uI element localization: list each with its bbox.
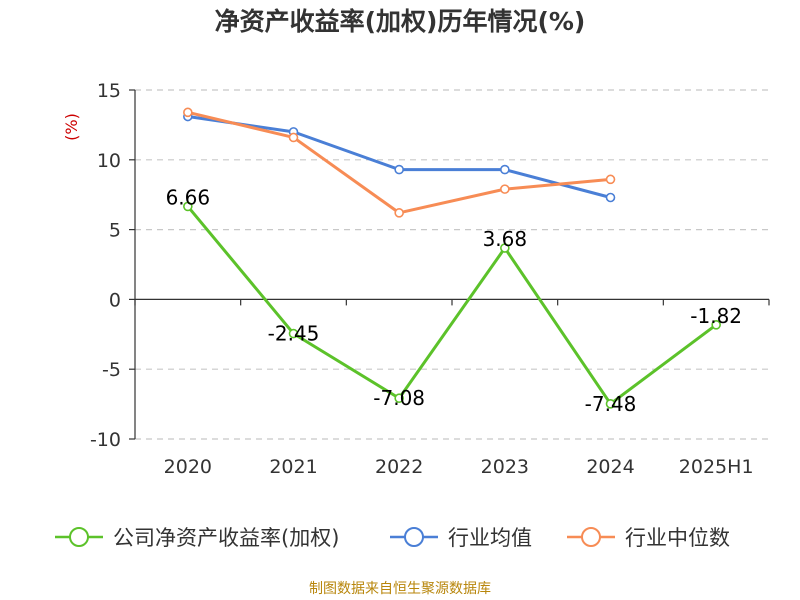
x-tick-label: 2023	[481, 456, 529, 478]
y-axis-unit-label: (%)	[62, 113, 81, 141]
x-tick-label: 2022	[375, 456, 423, 478]
data-point	[711, 320, 721, 330]
data-point	[394, 164, 404, 175]
x-tick-label: 2020	[164, 456, 212, 478]
legend-marker	[69, 527, 89, 547]
data-label: -7.48	[585, 392, 637, 416]
x-tick-label: 2025H1	[679, 456, 754, 478]
legend-marker	[404, 527, 424, 547]
data-point	[288, 328, 299, 339]
source-note: 制图数据来自恒生聚源数据库	[309, 581, 491, 597]
chart-title: 净资产收益率(加权)历年情况(%)	[214, 7, 586, 36]
x-tick-label: 2021	[269, 456, 317, 478]
legend-label: 公司净资产收益率(加权)	[113, 526, 339, 550]
legend: 公司净资产收益率(加权) 行业均值 行业中位数	[55, 526, 730, 550]
data-label: -7.08	[373, 386, 425, 410]
y-tick-label: -5	[102, 359, 121, 381]
legend-label: 行业中位数	[625, 526, 730, 550]
data-label: 3.68	[483, 227, 528, 251]
data-point	[183, 107, 193, 118]
data-point	[183, 201, 193, 212]
data-point	[500, 164, 510, 175]
series-lines	[183, 107, 721, 409]
data-point	[500, 184, 510, 194]
data-point	[394, 208, 404, 218]
y-tick-label: -10	[90, 429, 121, 451]
legend-marker	[581, 527, 601, 547]
data-point	[605, 192, 616, 203]
y-tick-label: 15	[97, 80, 121, 102]
series-line	[187, 110, 611, 215]
data-label: 6.66	[166, 185, 211, 209]
data-point	[500, 243, 510, 253]
y-tick-label: 5	[109, 220, 121, 242]
data-point	[394, 393, 404, 404]
data-label: -2.45	[268, 322, 320, 346]
grid-lines	[135, 89, 769, 440]
axes: 15 10 5 0 -5 -10 (%) 2020 2021 2022 2023 2024 2025H1	[62, 80, 770, 478]
series-line	[186, 205, 718, 406]
data-label: -1.82	[690, 304, 742, 328]
data-point	[288, 132, 299, 143]
legend-label: 行业均值	[448, 526, 532, 550]
data-point	[605, 174, 616, 185]
y-tick-label: 10	[97, 150, 121, 172]
data-point	[605, 399, 616, 409]
data-labels: 6.66 -2.45 -7.08 3.68 -7.48 -1.82	[166, 185, 742, 415]
x-tick-label: 2024	[586, 456, 634, 478]
y-tick-label: 0	[109, 289, 121, 311]
